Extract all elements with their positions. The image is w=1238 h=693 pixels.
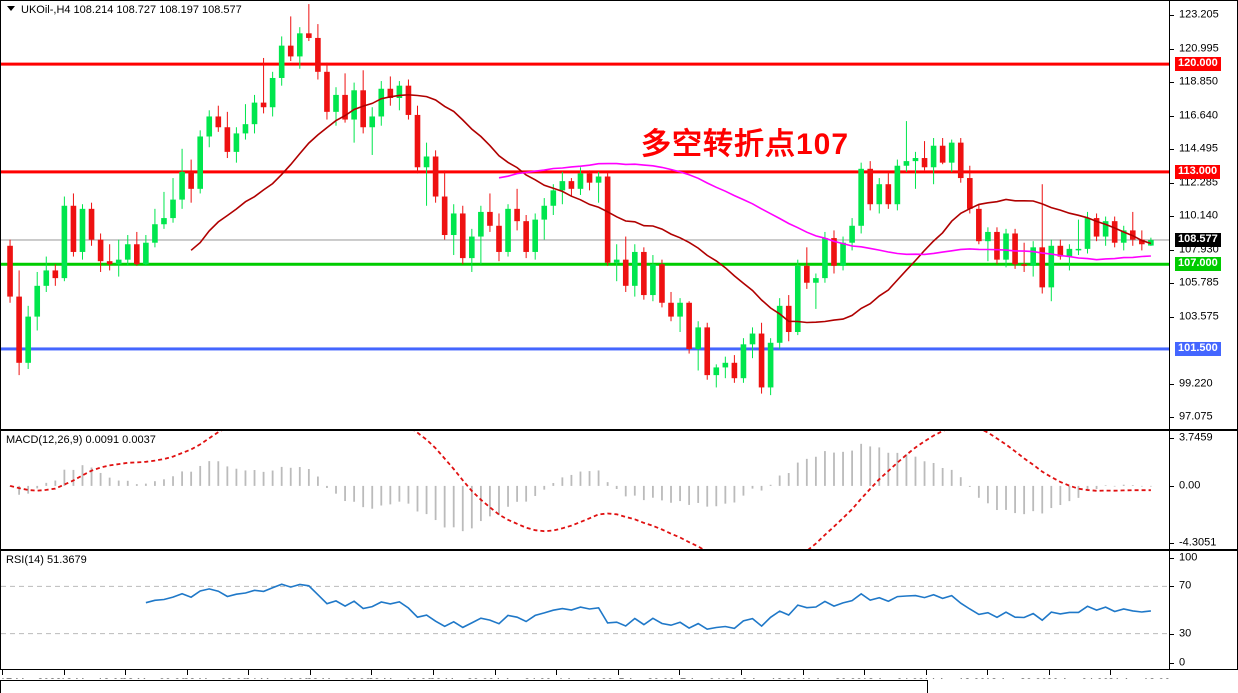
macd-signal-line bbox=[9, 431, 1151, 549]
time-axis-tick bbox=[494, 670, 496, 675]
time-axis-tick bbox=[987, 670, 989, 675]
macd-axis-label: -4.3051 bbox=[1179, 536, 1217, 549]
time-axis-tick bbox=[309, 670, 311, 675]
price-axis-tick bbox=[1170, 215, 1174, 217]
rsi-axis-tick bbox=[1170, 586, 1174, 588]
rsi-panel[interactable]: 100 70 30 0 RSI(14) 51.3679 bbox=[0, 550, 1238, 670]
symbol-header: UKOil-,H4 108.214 108.727 108.197 108.57… bbox=[21, 4, 242, 16]
time-axis-tick bbox=[186, 670, 188, 675]
price-axis-tick bbox=[1170, 282, 1174, 284]
price-axis-tick bbox=[1170, 115, 1174, 117]
price-axis-tick bbox=[1170, 81, 1174, 83]
rsi-header: RSI(14) 51.3679 bbox=[6, 554, 87, 566]
price-axis-label: 118.850 bbox=[1179, 75, 1218, 88]
macd-axis-tick bbox=[1170, 485, 1174, 487]
chevron-down-icon[interactable] bbox=[7, 6, 15, 11]
horizontal-scrollbar[interactable] bbox=[0, 679, 1238, 693]
macd-panel[interactable]: 3.7459 0.00 -4.3051 MACD(12,26,9) 0.0091 0… bbox=[0, 430, 1238, 550]
price-axis-label: 114.495 bbox=[1179, 142, 1218, 155]
blue-line-101-5 bbox=[1, 347, 1169, 351]
time-axis-tick bbox=[802, 670, 804, 675]
price-axis-label: 123.205 bbox=[1179, 8, 1219, 21]
time-axis-tick bbox=[1048, 670, 1050, 675]
macd-axis-label: 0.00 bbox=[1179, 479, 1201, 492]
price-axis-label: 97.075 bbox=[1179, 410, 1213, 423]
level-tag-101-5: 101.500 bbox=[1175, 341, 1221, 356]
rsi-y-axis: 100 70 30 0 bbox=[1169, 551, 1237, 669]
price-axis-tick bbox=[1170, 48, 1174, 50]
time-axis-tick bbox=[1110, 670, 1112, 675]
price-panel[interactable]: 123.205 120.995 118.850 116.640 114.495 112.2… bbox=[0, 0, 1238, 430]
price-axis-tick bbox=[1170, 14, 1174, 16]
time-axis-tick bbox=[864, 670, 866, 675]
level-tag-107: 107.000 bbox=[1175, 257, 1221, 272]
time-axis-tick bbox=[617, 670, 619, 675]
rsi-plot-area[interactable] bbox=[1, 551, 1169, 669]
scrollbar-right-segment[interactable] bbox=[0, 680, 928, 693]
price-axis-label: 105.785 bbox=[1179, 276, 1219, 289]
time-axis-tick bbox=[925, 670, 927, 675]
price-axis-label: 116.640 bbox=[1179, 109, 1218, 122]
macd-plot-area[interactable] bbox=[1, 431, 1169, 549]
time-axis-tick bbox=[2, 670, 3, 675]
resistance-line-113 bbox=[1, 170, 1169, 174]
time-axis-tick bbox=[556, 670, 558, 675]
macd-header: MACD(12,26,9) 0.0091 0.0037 bbox=[6, 434, 156, 446]
price-axis-tick bbox=[1170, 417, 1174, 419]
rsi-axis-label: 0 bbox=[1179, 656, 1186, 669]
candlestick-series bbox=[7, 4, 1154, 396]
time-axis-tick bbox=[679, 670, 681, 675]
price-axis-tick bbox=[1170, 182, 1174, 184]
time-axis-tick bbox=[371, 670, 373, 675]
rsi-axis-label: 30 bbox=[1179, 627, 1192, 640]
time-axis-tick bbox=[248, 670, 250, 675]
price-axis-label: 112.285 bbox=[1179, 176, 1218, 189]
price-y-axis: 123.205 120.995 118.850 116.640 114.495 112.2… bbox=[1169, 1, 1237, 429]
rsi-axis-tick bbox=[1170, 633, 1174, 635]
macd-axis-tick bbox=[1170, 543, 1174, 544]
rsi-axis-tick bbox=[1170, 663, 1174, 664]
ma-fast-line bbox=[190, 93, 1152, 324]
time-axis-tick bbox=[63, 670, 65, 675]
level-tag-120: 120.000 bbox=[1175, 57, 1221, 72]
time-axis-tick bbox=[433, 670, 435, 675]
current-price-line bbox=[1, 239, 1169, 241]
price-axis-label: 103.575 bbox=[1179, 310, 1219, 323]
chart-annotation-text: 多空转折点107 bbox=[641, 128, 850, 161]
rsi-line bbox=[145, 583, 1151, 631]
macd-histogram bbox=[9, 443, 1152, 532]
macd-axis-label: 3.7459 bbox=[1179, 431, 1213, 444]
price-axis-tick bbox=[1170, 316, 1174, 318]
current-price-tag: 108.577 bbox=[1175, 232, 1221, 247]
price-axis-tick bbox=[1170, 384, 1174, 386]
time-axis-tick bbox=[740, 670, 742, 675]
rsi-axis-label: 70 bbox=[1179, 579, 1192, 592]
price-axis-label: 120.995 bbox=[1179, 42, 1219, 55]
rsi-axis-tick bbox=[1170, 558, 1174, 559]
price-axis-tick bbox=[1170, 249, 1174, 251]
price-axis-label: 99.220 bbox=[1179, 377, 1213, 390]
rsi-axis-label: 100 bbox=[1179, 551, 1198, 564]
macd-axis-tick bbox=[1170, 438, 1174, 439]
price-axis-label: 110.140 bbox=[1179, 209, 1218, 222]
resistance-line-120 bbox=[1, 62, 1169, 66]
ma-slow-line bbox=[498, 162, 1151, 261]
price-axis-tick bbox=[1170, 148, 1174, 150]
level-tag-113: 113.000 bbox=[1175, 164, 1221, 179]
price-axis-label: 107.930 bbox=[1179, 243, 1219, 256]
price-plot-area[interactable] bbox=[1, 1, 1169, 429]
macd-y-axis: 3.7459 0.00 -4.3051 bbox=[1169, 431, 1237, 549]
support-line-107 bbox=[1, 262, 1169, 266]
time-axis-tick bbox=[125, 670, 127, 675]
